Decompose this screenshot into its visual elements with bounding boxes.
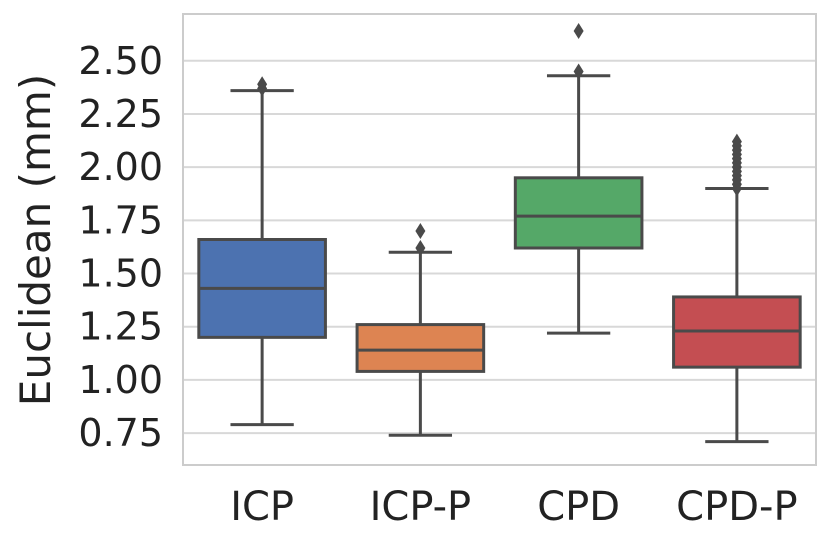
y-tick-label: 2.00 <box>78 145 163 189</box>
box-group-cpd <box>513 23 644 335</box>
y-tick-label: 2.25 <box>78 92 163 136</box>
x-category-label: ICP-P <box>370 484 472 530</box>
x-category-label: ICP <box>230 484 294 530</box>
outlier-point <box>415 240 426 257</box>
outlier-point <box>573 63 584 80</box>
y-tick-label: 1.25 <box>78 305 163 349</box>
x-category-labels: ICP ICP-P CPD CPD-P <box>230 484 797 530</box>
x-category-label: CPD <box>537 484 620 530</box>
outlier-point <box>731 133 742 150</box>
box-group-icp <box>197 76 327 427</box>
y-tick-labels: 0.75 1.00 1.25 1.50 1.75 2.00 2.25 2.50 <box>78 39 163 455</box>
x-category-label: CPD-P <box>676 484 797 530</box>
box-group-icp-p <box>355 222 486 437</box>
y-axis-title: Euclidean (mm) <box>11 74 60 406</box>
boxes <box>197 23 802 444</box>
y-tick-label: 1.75 <box>78 198 163 242</box>
box <box>513 176 644 250</box>
y-tick-label: 0.75 <box>78 411 163 455</box>
y-tick-label: 1.50 <box>78 252 163 296</box>
outlier-point <box>415 222 426 239</box>
outlier-point <box>257 76 268 93</box>
box <box>355 323 486 373</box>
y-tick-label: 2.50 <box>78 39 163 83</box>
plot-frame <box>182 13 817 466</box>
y-tick-label: 1.00 <box>78 358 163 402</box>
box-group-cpd-p <box>672 133 802 444</box>
outlier-point <box>573 23 584 40</box>
